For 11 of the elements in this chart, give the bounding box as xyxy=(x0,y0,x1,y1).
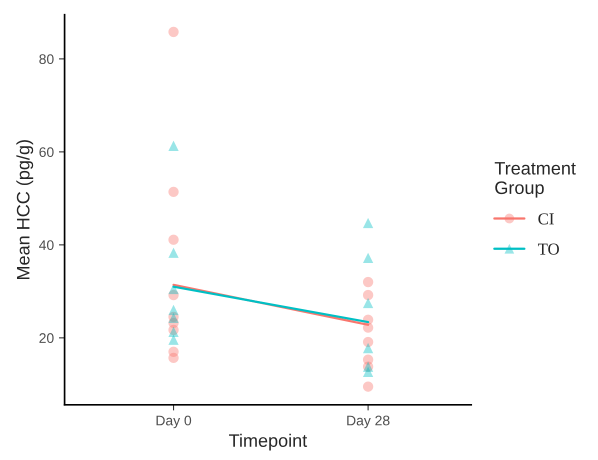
y-tick-label: 40 xyxy=(39,240,54,250)
y-tick-label: 80 xyxy=(39,54,54,64)
y-tick-label: 60 xyxy=(39,147,54,158)
legend-label: CI xyxy=(538,213,554,225)
x-tick-label: Day 28 xyxy=(347,416,390,428)
legend-title: Treatment Group xyxy=(494,162,576,198)
y-tick-label: 20 xyxy=(39,333,54,344)
x-tick-label: Day 0 xyxy=(156,416,192,428)
y-axis-title: Mean HCC (pg/g) xyxy=(16,140,34,280)
legend-label: TO xyxy=(538,244,559,255)
x-axis-title: Timepoint xyxy=(229,434,308,451)
